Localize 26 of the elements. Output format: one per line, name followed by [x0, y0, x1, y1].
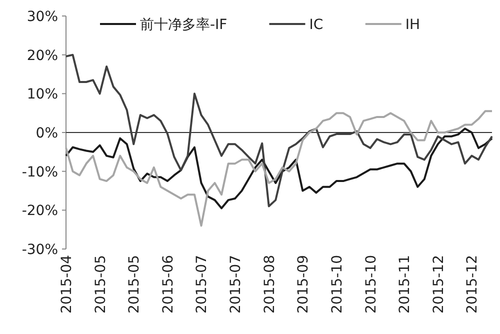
line-series [65, 54, 493, 208]
legend-label: IC [309, 17, 324, 33]
y-tick-label: 0% [36, 126, 58, 142]
x-tick-label: 2015-11 [397, 255, 414, 314]
x-tick-label: 2015-06 [160, 254, 176, 314]
x-tick-label: 2015-07 [228, 255, 244, 314]
y-tick-label: 10% [26, 86, 58, 103]
x-tick-label: 2015-07 [194, 255, 210, 314]
legend-label: 前十净多率-IF [140, 17, 228, 33]
x-tick-label: 2015-12 [464, 255, 481, 314]
y-tick-label: -10% [22, 164, 58, 180]
x-tick-label: 2015-08 [262, 255, 278, 314]
x-tick-label: 2015-10 [329, 255, 346, 314]
x-tick-label: 2015-05 [92, 255, 109, 314]
y-tick-label: 20% [26, 48, 58, 64]
y-tick-label: 30% [26, 9, 58, 25]
x-tick-label: 2015-05 [126, 255, 143, 314]
x-tick-label: 2015-04 [59, 254, 75, 314]
y-tick-label: -20% [22, 203, 58, 220]
y-tick-label: -30% [22, 242, 58, 258]
legend-label: IH [405, 17, 420, 33]
x-tick-label: 2015-10 [363, 255, 380, 314]
x-tick-label: 2015-09 [296, 255, 312, 314]
x-tick-label: 2015-12 [430, 255, 447, 314]
line-series [65, 128, 493, 210]
line-series [65, 110, 493, 227]
